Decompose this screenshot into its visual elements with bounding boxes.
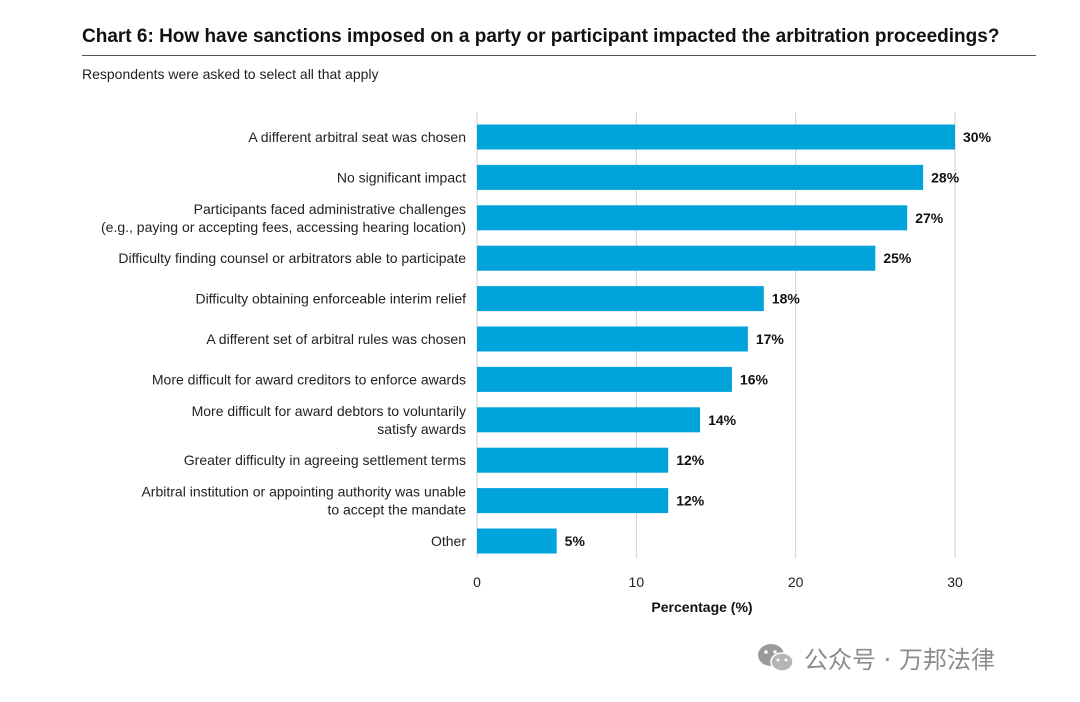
category-label: Arbitral institution or appointing autho…: [141, 484, 466, 518]
wechat-icon: [758, 643, 794, 672]
x-tick-label: 0: [473, 574, 481, 590]
category-label: Other: [431, 533, 466, 549]
x-tick-label: 30: [947, 574, 963, 590]
bar: [477, 488, 669, 514]
category-label: Participants faced administrative challe…: [101, 201, 466, 235]
watermark: 公众号 · 万邦法律: [756, 640, 995, 675]
data-label: 12%: [676, 493, 705, 509]
data-label: 30%: [963, 129, 992, 145]
category-label: Difficulty obtaining enforceable interim…: [195, 291, 466, 307]
bar: [477, 205, 908, 231]
data-label: 28%: [931, 169, 960, 185]
title-divider: [82, 55, 1036, 56]
data-label: 16%: [740, 371, 769, 387]
bar: [477, 124, 955, 150]
data-label: 18%: [772, 291, 801, 307]
x-tick-label: 10: [629, 574, 645, 590]
bar: [477, 366, 732, 392]
category-label: More difficult for award debtors to volu…: [192, 403, 466, 437]
category-label: No significant impact: [337, 169, 466, 185]
chart-title: Chart 6: How have sanctions imposed on a…: [82, 26, 1000, 47]
category-label: Greater difficulty in agreeing settlemen…: [184, 452, 466, 468]
x-axis-title: Percentage (%): [651, 599, 752, 615]
bar: [477, 164, 924, 190]
category-label: A different arbitral seat was chosen: [248, 129, 466, 145]
bar: [477, 407, 701, 433]
category-label: A different set of arbitral rules was ch…: [206, 331, 466, 347]
category-label: More difficult for award creditors to en…: [152, 371, 466, 387]
data-label: 12%: [676, 452, 705, 468]
data-label: 27%: [915, 210, 944, 226]
data-label: 25%: [883, 250, 912, 266]
chart-subtitle: Respondents were asked to select all tha…: [82, 66, 379, 82]
bar: [477, 245, 876, 271]
bar: [477, 286, 764, 312]
category-label: Difficulty finding counsel or arbitrator…: [118, 250, 466, 266]
data-label: 14%: [708, 412, 737, 428]
data-label: 5%: [565, 533, 586, 549]
data-label: 17%: [756, 331, 785, 347]
bar: [477, 528, 557, 554]
bar: [477, 326, 748, 352]
watermark-text: 公众号 · 万邦法律: [804, 646, 995, 674]
bar: [477, 447, 669, 473]
x-tick-label: 20: [788, 574, 804, 590]
